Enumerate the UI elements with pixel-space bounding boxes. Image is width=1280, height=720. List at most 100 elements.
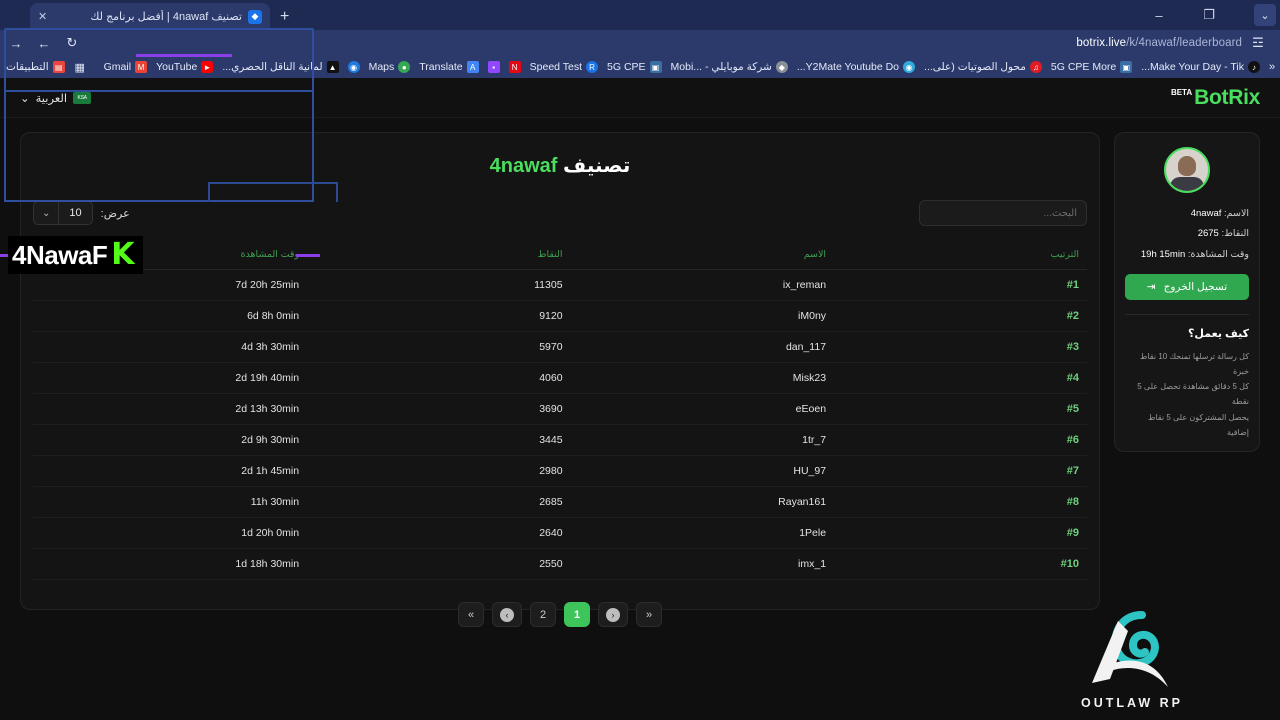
profile-name-label: الاسم: xyxy=(1224,208,1249,219)
bookmark-item[interactable]: A Translate xyxy=(419,61,479,73)
tab-favicon-icon: ◆ xyxy=(248,9,262,24)
avatar-wrapper xyxy=(1125,147,1249,193)
how-it-works-title: كيف يعمل؟ xyxy=(1188,327,1249,340)
bookmark-item[interactable]: ◉ Y2Mate Youtube Do... xyxy=(797,61,916,73)
cell-points: 2550 xyxy=(307,548,571,580)
bookmark-item[interactable]: ▦ xyxy=(74,61,86,74)
new-tab-button[interactable]: + xyxy=(280,8,290,25)
pagination-page-2[interactable]: 2 xyxy=(530,602,556,627)
rows-per-page-label: عرض: xyxy=(100,207,130,220)
rows-per-page-select[interactable]: 10 ⌄ xyxy=(33,201,93,225)
table-row[interactable]: #3 dan_117 5970 4d 3h 30min xyxy=(33,331,1087,363)
cell-rank: #2 xyxy=(834,300,1087,332)
search-input[interactable] xyxy=(919,200,1087,226)
pagination-first-button[interactable]: « xyxy=(636,602,662,627)
tab-close-icon[interactable]: ✕ xyxy=(38,11,48,23)
kick-watermark-overlay: K 4NawaF xyxy=(8,236,143,274)
chevron-right-icon: › xyxy=(500,607,514,622)
pagination-last-button[interactable]: » xyxy=(458,602,484,627)
address-bar[interactable]: ☲ botrix.live/k/4nawaf/leaderboard xyxy=(92,34,1272,52)
table-row[interactable]: #7 HU_97 2980 2d 1h 45min xyxy=(33,455,1087,487)
table-row[interactable]: #5 eEoen 3690 2d 13h 30min xyxy=(33,393,1087,425)
bookmark-item[interactable]: ♪ Make Your Day - Tik... xyxy=(1141,61,1260,73)
cell-name: HU_97 xyxy=(570,455,835,487)
how-it-works-item: يحصل المشتركون على 5 نقاط إضافية xyxy=(1147,412,1249,437)
how-it-works-item: كل 5 دقائق مشاهدة تحصل على 5 نقطة xyxy=(1137,382,1249,407)
cell-rank: #4 xyxy=(834,362,1087,394)
outlaw-rp-name: OUTLAW RP xyxy=(1081,696,1183,710)
cell-watchtime: 2d 13h 30min xyxy=(33,393,308,425)
bookmark-item[interactable]: ▤ التطبيقات xyxy=(6,61,65,73)
forward-icon[interactable]: → xyxy=(9,35,23,51)
leaderboard-toolbar: عرض: 10 ⌄ xyxy=(33,200,1087,226)
browser-tab-active[interactable]: ◆ تصنيف 4nawaf | أفضل برنامج لك ✕ xyxy=(30,3,270,30)
cell-watchtime: 1d 18h 30min xyxy=(33,548,308,580)
bookmark-item[interactable]: R Speed Test xyxy=(530,61,599,73)
column-header-name[interactable]: الاسم xyxy=(570,240,835,270)
bookmark-item[interactable]: ◆ شركة موبايلي - ...Mobi xyxy=(671,61,788,73)
page-title-channel: 4nawaf xyxy=(489,155,558,177)
outlaw-rp-logo: OUTLAW RP xyxy=(1072,609,1192,710)
bookmark-item[interactable]: ▲ لمانية الناقل الحصري... xyxy=(222,61,339,73)
profile-watchtime-line: وقت المشاهدة: 19h 15min xyxy=(1125,248,1249,262)
table-row[interactable]: #4 Misk23 4060 2d 19h 40min xyxy=(33,362,1087,394)
cell-rank: #1 xyxy=(834,269,1087,301)
bookmark-item[interactable]: ♫ محول الصوتيات (على... xyxy=(924,61,1042,73)
cell-name: eEoen xyxy=(570,393,835,425)
bookmarks-overflow-icon[interactable]: « xyxy=(1268,61,1276,73)
site-brand[interactable]: BotRix BETA xyxy=(1171,86,1260,110)
cell-name: 1Pele xyxy=(570,517,835,549)
cell-rank: #10 xyxy=(834,548,1087,580)
site-navbar: BotRix BETA KSA العربية ⌄ xyxy=(0,78,1280,118)
logout-icon: ⇥ xyxy=(1146,280,1156,293)
pagination-prev-button[interactable]: ‹ xyxy=(598,602,628,627)
bookmark-item[interactable]: ◉ xyxy=(347,61,360,73)
cell-rank: #6 xyxy=(834,424,1087,456)
table-row[interactable]: #6 1tr_7 3445 2d 9h 30min xyxy=(33,424,1087,456)
speedtest-icon: R xyxy=(586,61,599,73)
cell-rank: #8 xyxy=(834,486,1087,518)
cell-watchtime: 6d 8h 0min xyxy=(33,300,308,332)
table-row[interactable]: #2 iM0ny 9120 6d 8h 0min xyxy=(33,300,1087,332)
logout-button[interactable]: تسجيل الخروج ⇥ xyxy=(1125,273,1249,300)
youtube-icon: ► xyxy=(201,61,214,73)
column-header-rank[interactable]: الترتيب xyxy=(834,240,1087,270)
browser-toolbar: → ← ↻ ☲ botrix.live/k/4nawaf/leaderboard xyxy=(0,30,1280,56)
cell-watchtime: 2d 9h 30min xyxy=(33,424,308,456)
minimize-window-button[interactable]: – xyxy=(1155,7,1163,23)
cell-points: 3445 xyxy=(307,424,571,456)
pagination-page-1[interactable]: 1 xyxy=(564,602,590,627)
pagination: « ‹ 1 2 › » xyxy=(33,602,1087,627)
bookmark-item[interactable]: ▣ 5G CPE More xyxy=(1051,61,1133,73)
cell-rank: #3 xyxy=(834,331,1087,363)
bookmark-item[interactable]: N xyxy=(508,61,521,73)
site-settings-icon[interactable]: ☲ xyxy=(1252,35,1264,50)
table-row[interactable]: #8 Rayan161 2685 11h 30min xyxy=(33,486,1087,518)
bookmark-item[interactable]: M Gmail xyxy=(104,61,148,73)
table-row[interactable]: #9 1Pele 2640 1d 20h 0min xyxy=(33,517,1087,549)
table-row[interactable]: #10 1_imx 2550 1d 18h 30min xyxy=(33,548,1087,580)
netflix-icon: N xyxy=(508,61,521,73)
cell-name: Misk23 xyxy=(570,362,835,394)
bookmark-label: محول الصوتيات (على... xyxy=(924,61,1026,73)
table-row[interactable]: #1 ix_reman 11305 7d 20h 25min xyxy=(33,269,1087,301)
profile-watchtime-value: 19h 15min xyxy=(1140,248,1186,260)
bookmark-item[interactable]: ► YouTube xyxy=(156,61,214,73)
language-selector[interactable]: KSA العربية ⌄ xyxy=(20,91,92,105)
table-header: الترتيب الاسم النقاط وقت المشاهدة xyxy=(33,240,1087,270)
column-header-points[interactable]: النقاط xyxy=(307,240,571,270)
reload-icon[interactable]: ↻ xyxy=(66,35,78,50)
pagination-next-button[interactable]: › xyxy=(492,602,522,627)
cell-points: 2640 xyxy=(307,517,571,549)
bookmark-item[interactable]: ● Maps xyxy=(369,61,411,73)
bookmark-item[interactable]: ▣ 5G CPE xyxy=(607,61,662,73)
restore-window-button[interactable]: ❐ xyxy=(1203,7,1215,22)
bookmark-item[interactable]: ▪ xyxy=(487,61,500,73)
apps-icon: ▤ xyxy=(52,61,65,73)
page-title: تصنيف 4nawaf xyxy=(33,153,1087,178)
back-icon[interactable]: ← xyxy=(37,35,51,51)
cell-watchtime: 11h 30min xyxy=(33,486,308,518)
table-body: #1 ix_reman 11305 7d 20h 25min #2 iM0ny 9120 6d… xyxy=(33,269,1087,580)
bookmark-label: Translate xyxy=(419,61,463,73)
tab-list-button[interactable]: ⌄ xyxy=(1254,4,1276,26)
